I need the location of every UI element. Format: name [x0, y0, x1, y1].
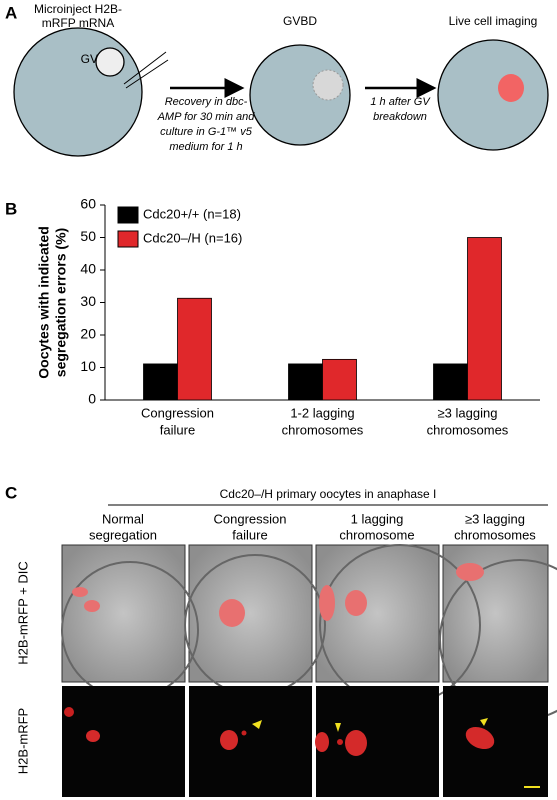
micrographs: [61, 544, 557, 797]
y-tick-label: 0: [88, 391, 96, 407]
bar: [177, 297, 212, 401]
legend-label: Cdc20+/+ (n=18): [143, 206, 241, 221]
x-tick-label: Congression: [141, 405, 214, 420]
chromosomes: [498, 74, 524, 102]
step-label: Live cell imaging: [449, 14, 538, 28]
oocyte: [249, 44, 351, 146]
column-heading: chromosomes: [454, 527, 536, 542]
column-heading: Congression: [214, 511, 287, 526]
y-tick-label: 40: [80, 261, 96, 277]
y-tick-label: 20: [80, 326, 96, 342]
y-axis-label: segregation errors (%): [53, 228, 69, 377]
bar: [433, 363, 468, 401]
fluorescence-image: [62, 686, 185, 797]
arrow-caption: AMP for 30 min and: [157, 111, 256, 123]
step-label: Microinject H2B-: [34, 2, 122, 16]
step-label: mRFP mRNA: [42, 16, 114, 30]
y-tick-label: 10: [80, 358, 96, 374]
y-tick-label: 50: [80, 228, 96, 244]
chromosomes: [337, 739, 343, 745]
bar: [322, 358, 357, 401]
bar: [143, 363, 178, 401]
oocyte: [437, 39, 549, 151]
pipette: [123, 51, 167, 85]
chromosomes: [456, 563, 484, 581]
arrowhead: [252, 720, 262, 729]
bar: [288, 363, 323, 401]
chromosomes: [315, 732, 329, 752]
arrowhead: [335, 723, 341, 732]
fluorescence-image: [443, 686, 548, 797]
step-label: GVBD: [283, 14, 317, 28]
chromosomes: [319, 585, 335, 621]
y-tick-label: 30: [80, 293, 96, 309]
bar: [467, 237, 502, 401]
row-label: H2B-mRFP + DIC: [15, 561, 30, 664]
panel-label: B: [5, 199, 17, 218]
pipette: [125, 59, 169, 89]
panel-label: C: [5, 483, 17, 502]
fluorescence-image: [316, 686, 439, 797]
y-axis-label: Oocytes with indicated: [36, 226, 52, 378]
gv-label: GV: [81, 52, 98, 66]
arrow-caption: breakdown: [373, 111, 427, 123]
chromosomes: [64, 707, 74, 717]
x-tick-label: ≥3 lagging: [438, 405, 498, 420]
dic-image: [315, 544, 440, 683]
dic-image: [188, 544, 313, 683]
chromosomes: [86, 730, 100, 742]
chromosomes: [345, 730, 367, 756]
legend-swatch: [117, 230, 139, 248]
chromosomes: [465, 726, 495, 750]
fluorescence-image: [189, 686, 312, 797]
chromosomes: [72, 587, 88, 597]
arrow-caption: Recovery in dbc-: [165, 96, 248, 108]
chromosomes: [220, 730, 238, 750]
germinal-vesicle: [95, 47, 125, 77]
row-label: H2B-mRFP: [15, 708, 30, 774]
x-tick-label: chromosomes: [282, 422, 364, 437]
panel-title: Cdc20–/H primary oocytes in anaphase I: [220, 487, 437, 501]
oocyte: [13, 27, 143, 157]
arrow-caption: culture in G-1™ v5: [160, 126, 253, 138]
arrowhead: [480, 718, 488, 726]
chromosomes: [84, 600, 100, 612]
column-heading: chromosome: [339, 527, 414, 542]
dic-image: [442, 544, 549, 683]
x-tick-label: 1-2 lagging: [290, 405, 354, 420]
legend-label: Cdc20–/H (n=16): [143, 230, 242, 245]
column-heading: failure: [232, 527, 267, 542]
column-heading: 1 lagging: [351, 511, 404, 526]
column-heading: segregation: [89, 527, 157, 542]
chromosomes: [219, 599, 245, 627]
y-tick-label: 60: [80, 196, 96, 212]
gv-breakdown: [312, 69, 344, 101]
legend-swatch: [117, 206, 139, 224]
x-tick-label: failure: [160, 422, 195, 437]
arrow-caption: 1 h after GV: [370, 96, 431, 108]
arrow-caption: medium for 1 h: [169, 141, 242, 153]
chromosomes: [345, 590, 367, 616]
x-tick-label: chromosomes: [427, 422, 509, 437]
panel-label: A: [5, 3, 17, 22]
chromosomes: [241, 730, 247, 736]
dic-image: [61, 544, 186, 683]
column-heading: Normal: [102, 511, 144, 526]
column-heading: ≥3 lagging: [465, 511, 525, 526]
